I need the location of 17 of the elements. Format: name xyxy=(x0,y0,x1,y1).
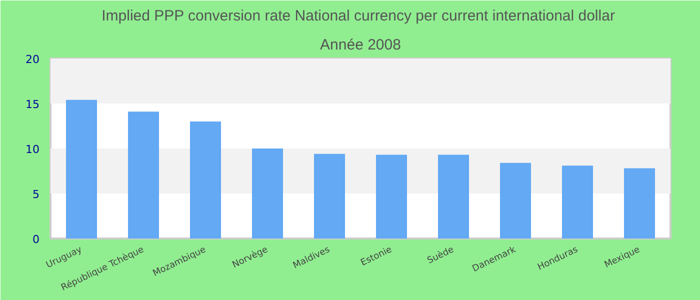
chart-subtitle: Année 2008 xyxy=(320,36,401,54)
bar xyxy=(500,162,531,238)
chart-title: Implied PPP conversion rate National currency per current international dollar xyxy=(102,8,615,24)
bar xyxy=(190,122,221,238)
bar xyxy=(562,166,593,238)
bar xyxy=(314,154,345,238)
bar xyxy=(624,168,655,238)
bar xyxy=(252,148,283,238)
bar xyxy=(128,112,159,238)
bar xyxy=(438,154,469,238)
y-tick-label: 5 xyxy=(32,188,40,201)
y-tick-label: 10 xyxy=(26,143,40,156)
bar xyxy=(376,154,407,238)
bar xyxy=(66,100,97,238)
y-tick-label: 15 xyxy=(26,98,40,111)
y-tick-label: 0 xyxy=(32,233,40,246)
y-tick-label: 20 xyxy=(26,53,40,66)
